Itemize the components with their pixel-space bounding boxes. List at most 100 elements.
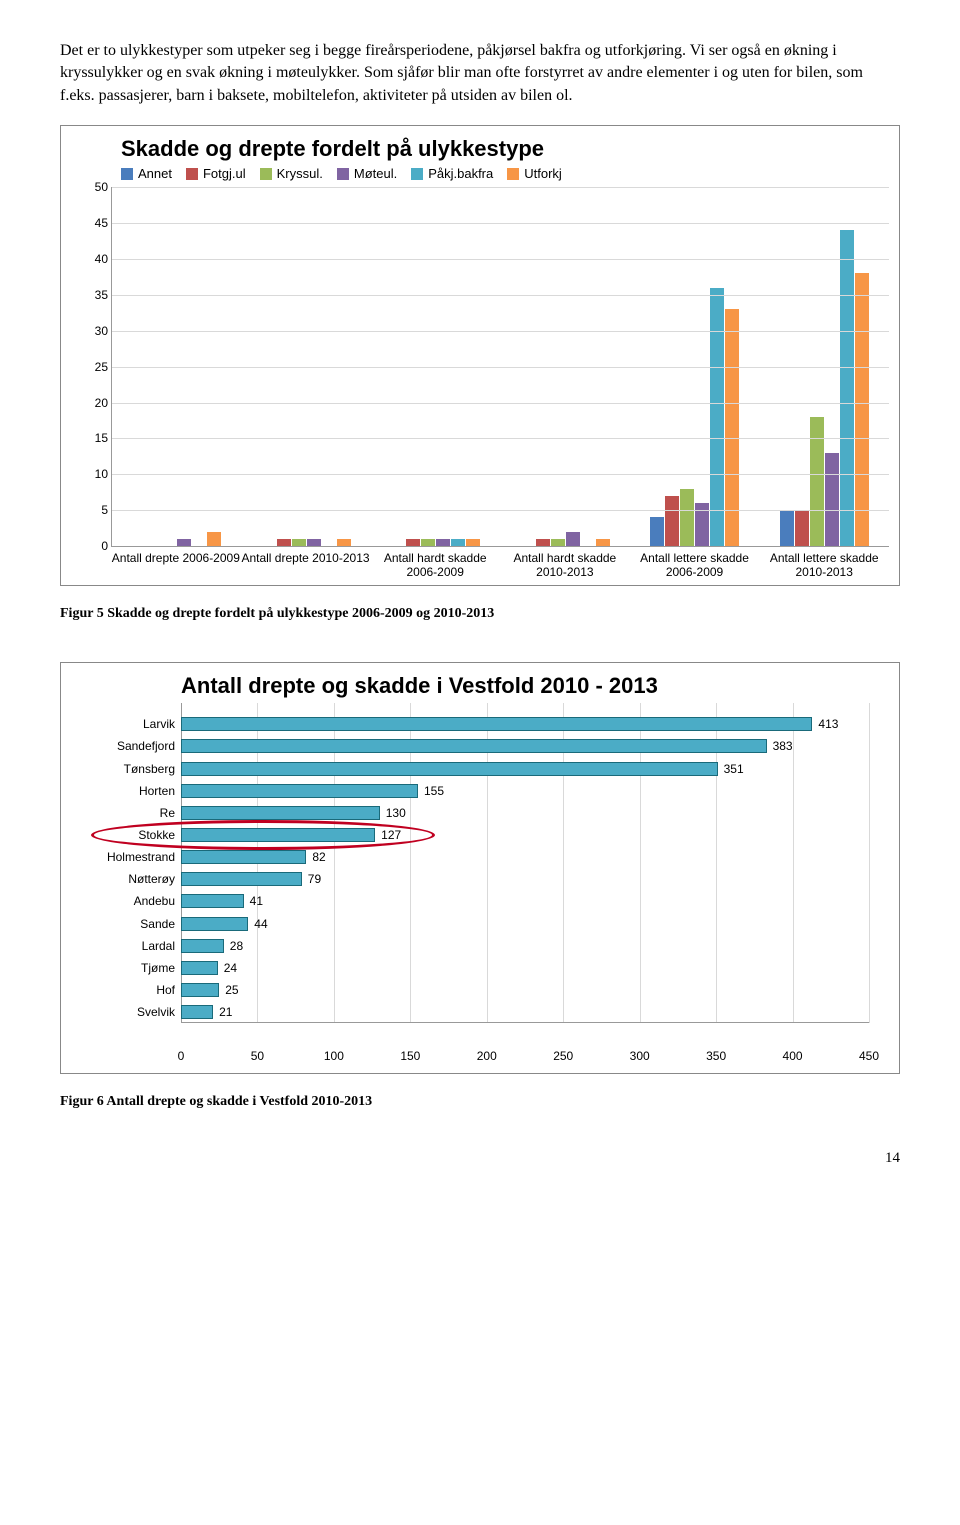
hbar-label: Sandefjord [71,739,181,753]
legend-item: Møteul. [337,166,397,181]
chart1-caption: Figur 5 Skadde og drepte fordelt på ulyk… [60,606,900,622]
legend-label: Fotgj.ul [203,166,246,181]
hbar-label: Re [71,806,181,820]
legend-label: Påkj.bakfra [428,166,493,181]
legend-swatch [411,168,423,180]
hbar-value: 351 [718,762,744,776]
hbar-row: Tjøme24 [181,957,869,979]
y-tick: 10 [82,467,108,481]
hbar-value: 413 [812,717,838,731]
hbar [181,939,224,953]
x-tick: 50 [251,1049,264,1063]
y-tick: 50 [82,180,108,194]
hbar-value: 130 [380,806,406,820]
bar [177,539,191,546]
bar [436,539,450,546]
y-tick: 30 [82,324,108,338]
hbar-value: 127 [375,828,401,842]
x-label: Antall lettere skadde 2010-2013 [759,551,889,579]
chart1-xlabels: Antall drepte 2006-2009Antall drepte 201… [111,551,889,579]
legend-item: Utforkj [507,166,562,181]
bar [551,539,565,546]
hbar-label: Stokke [71,828,181,842]
hbar-row: Tønsberg351 [181,757,869,779]
hbar [181,806,380,820]
bar [680,489,694,546]
y-tick: 40 [82,252,108,266]
hbar-row: Sande44 [181,912,869,934]
hbar-value: 21 [213,1005,232,1019]
bar [307,539,321,546]
bar [710,288,724,546]
bar [596,539,610,546]
x-tick: 350 [706,1049,726,1063]
hbar-label: Horten [71,784,181,798]
bar [825,453,839,546]
hbar [181,983,219,997]
hbar-label: Hof [71,983,181,997]
hbar [181,717,812,731]
x-label: Antall hardt skadde 2010-2013 [500,551,630,579]
hbar [181,762,718,776]
hbar-value: 28 [224,939,243,953]
x-label: Antall lettere skadde 2006-2009 [630,551,760,579]
page-number: 14 [60,1150,900,1167]
hbar-label: Sande [71,917,181,931]
legend-swatch [337,168,349,180]
bar [421,539,435,546]
bar [566,532,580,546]
hbar-row: Stokke127 [181,824,869,846]
hbar-value: 155 [418,784,444,798]
hbar-row: Andebu41 [181,890,869,912]
hbar [181,739,767,753]
chart1-container: Skadde og drepte fordelt på ulykkestype … [60,125,900,586]
hbar-value: 25 [219,983,238,997]
y-tick: 0 [82,539,108,553]
hbar-row: Sandefjord383 [181,735,869,757]
chart1-legend: Annet Fotgj.ul Kryssul. Møteul. Påkj.bakfra U… [121,166,889,181]
hbar [181,917,248,931]
y-tick: 35 [82,288,108,302]
hbar-value: 79 [302,872,321,886]
bar [466,539,480,546]
hbar-row: Holmestrand82 [181,846,869,868]
bar [840,230,854,546]
legend-swatch [507,168,519,180]
y-tick: 15 [82,431,108,445]
x-tick: 0 [178,1049,185,1063]
hbar-row: Re130 [181,802,869,824]
legend-label: Annet [138,166,172,181]
legend-item: Fotgj.ul [186,166,246,181]
hbar [181,961,218,975]
hbar-value: 41 [244,894,263,908]
hbar-row: Svelvik21 [181,1001,869,1023]
y-tick: 25 [82,360,108,374]
hbar-value: 82 [306,850,325,864]
x-tick: 150 [400,1049,420,1063]
legend-swatch [186,168,198,180]
hbar [181,872,302,886]
hbar-row: Horten155 [181,780,869,802]
hbar-row: Lardal28 [181,935,869,957]
legend-item: Kryssul. [260,166,323,181]
hbar [181,784,418,798]
chart2-title: Antall drepte og skadde i Vestfold 2010 … [181,673,889,699]
bar [810,417,824,546]
legend-item: Annet [121,166,172,181]
chart2-caption: Figur 6 Antall drepte og skadde i Vestfo… [60,1094,900,1110]
hbar-label: Svelvik [71,1005,181,1019]
legend-swatch [121,168,133,180]
chart2-plot: 050100150200250300350400450Larvik413Sand… [181,703,869,1043]
hbar-value: 383 [767,739,793,753]
hbar [181,828,375,842]
bar [795,510,809,546]
bar [207,532,221,546]
x-tick: 200 [477,1049,497,1063]
hbar-label: Larvik [71,717,181,731]
legend-label: Kryssul. [277,166,323,181]
hbar [181,894,244,908]
bar [855,273,869,546]
x-tick: 100 [324,1049,344,1063]
x-label: Antall drepte 2010-2013 [241,551,371,579]
x-tick: 300 [630,1049,650,1063]
